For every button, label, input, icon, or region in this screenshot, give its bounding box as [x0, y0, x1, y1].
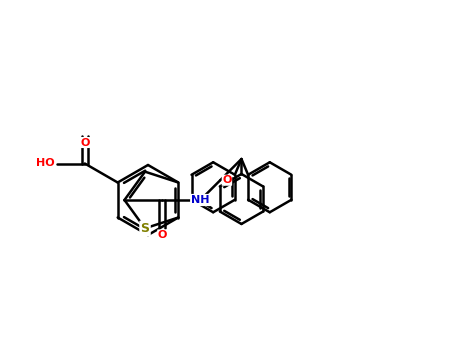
Text: S: S — [141, 222, 150, 235]
Text: O: O — [222, 175, 232, 185]
Text: O: O — [80, 138, 90, 147]
Text: O: O — [158, 230, 167, 240]
Text: HO: HO — [36, 159, 55, 168]
Text: NH: NH — [191, 195, 210, 205]
